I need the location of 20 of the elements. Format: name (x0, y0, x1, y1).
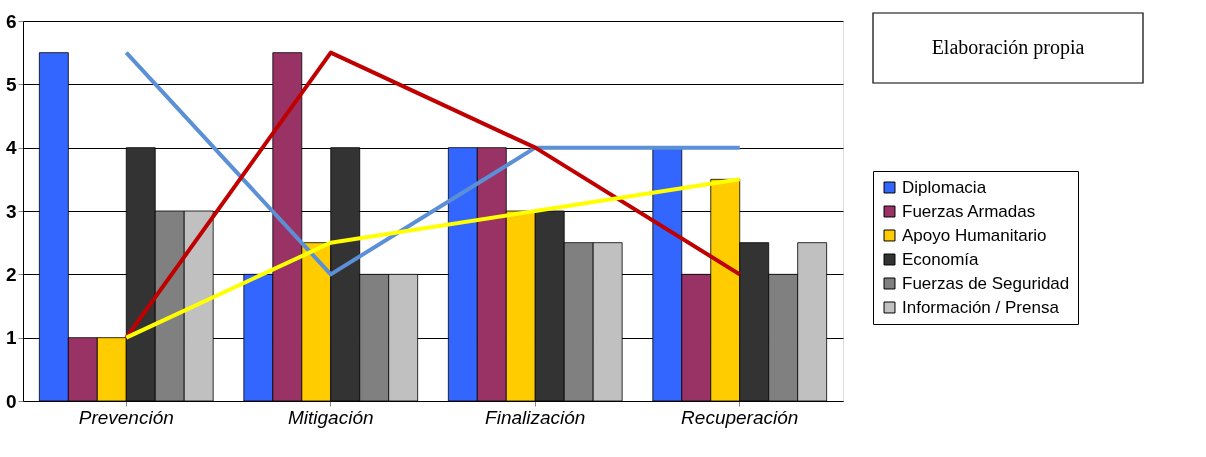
y-tick-label: 3 (5, 200, 17, 222)
legend-label: Fuerzas de Seguridad (902, 273, 1070, 293)
line-series (124, 50, 742, 340)
y-tick-label: 1 (5, 327, 17, 349)
legend-label: Economía (902, 249, 980, 269)
x-tick-label: Prevención (78, 406, 174, 428)
x-tick-label: Mitigación (287, 406, 374, 428)
line-series (124, 177, 742, 340)
x-tick-label: Finalización (485, 406, 586, 428)
text: Elaboración propia (931, 36, 1085, 59)
y-tick-label: 4 (5, 137, 17, 159)
y-tick-label: 5 (5, 73, 17, 95)
y-tick-label: 2 (5, 263, 17, 285)
y-tick-label: 6 (5, 10, 17, 32)
legend-label: Información / Prensa (902, 297, 1060, 317)
legend-label: Fuerzas Armadas (902, 201, 1036, 221)
legend-label: Apoyo Humanitario (902, 225, 1047, 245)
y-tick-label: 0 (5, 390, 17, 412)
x-tick-label: Recuperación (681, 406, 799, 428)
legend-label: Diplomacia (902, 177, 987, 197)
